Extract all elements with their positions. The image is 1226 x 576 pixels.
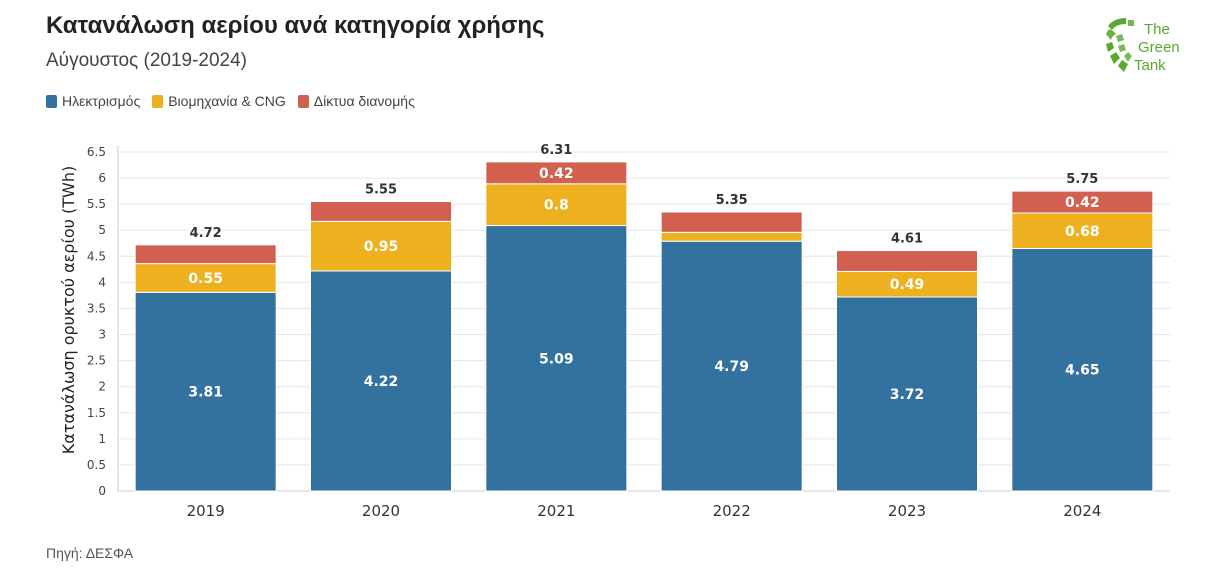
bar-segment-2023-1[interactable]	[836, 270, 978, 298]
legend: Ηλεκτρισμός Βιομηχανία & CNG Δίκτυα διαν…	[46, 93, 419, 109]
total-label: 4.61	[891, 232, 923, 247]
x-tick-label: 2020	[362, 502, 400, 520]
y-tick-label: 4	[98, 275, 106, 289]
y-axis-ticks: 0 0.5 1 1.5 2 2.5 3 3.5 4 4.5 5 5.5 6 6.5	[87, 145, 106, 498]
bar-segment-2020-0[interactable]	[310, 270, 452, 492]
y-tick-label: 3	[98, 328, 106, 342]
x-tick-label: 2021	[537, 502, 575, 520]
legend-swatch-electricity	[46, 94, 57, 108]
segment-label: 4.65	[1065, 363, 1100, 379]
chart-title: Κατανάλωση αερίου ανά κατηγορία χρήσης	[46, 12, 545, 39]
bar-segment-2019-0[interactable]	[134, 291, 277, 492]
segment-label: 0.8	[544, 198, 569, 214]
bar-segment-2019-2[interactable]	[134, 244, 277, 265]
segment-label: 0.55	[188, 271, 223, 287]
bar-segment-2023-2[interactable]	[836, 250, 978, 272]
legend-label-distribution: Δίκτυα διανομής	[313, 93, 415, 109]
total-label: 5.75	[1066, 172, 1098, 187]
y-axis-title: Κατανάλωση ορυκτού αερίου (TWh)	[59, 166, 78, 454]
x-tick-label: 2019	[187, 502, 225, 520]
y-tick-label: 4.5	[87, 249, 106, 263]
y-tick-label: 0.5	[87, 458, 106, 472]
x-tick-label: 2022	[713, 502, 751, 520]
total-label: 4.72	[190, 226, 222, 241]
bar-segment-2024-0[interactable]	[1011, 247, 1154, 492]
y-tick-label: 2	[98, 380, 106, 394]
segment-label: 0.42	[1065, 195, 1100, 211]
segment-label: 5.09	[539, 351, 574, 367]
segment-label: 0.49	[890, 277, 925, 293]
source-note: Πηγή: ΔΕΣΦΑ	[46, 545, 134, 561]
logo-text-green: Green	[1138, 39, 1180, 56]
segment-label: 3.72	[890, 387, 925, 403]
legend-label-electricity: Ηλεκτρισμός	[62, 93, 141, 109]
y-tick-label: 3.5	[87, 301, 106, 315]
logo-text-tank: Tank	[1134, 57, 1166, 74]
bar-segment-2021-2[interactable]	[485, 161, 628, 185]
y-tick-label: 6	[98, 171, 106, 185]
segment-label: 3.81	[188, 385, 223, 401]
x-tick-label: 2023	[888, 502, 926, 520]
segment-label: 0.68	[1065, 224, 1100, 240]
legend-swatch-distribution	[297, 94, 309, 108]
segment-label: 4.79	[714, 359, 749, 375]
bar-segment-2022-2[interactable]	[660, 211, 803, 233]
bar-segment-2021-0[interactable]	[485, 225, 628, 492]
legend-item-distribution[interactable]: Δίκτυα διανομής	[297, 93, 415, 109]
legend-item-electricity[interactable]: Ηλεκτρισμός	[46, 93, 140, 109]
green-tank-logo: The Green Tank	[1106, 18, 1180, 74]
logo-text-the: The	[1144, 21, 1170, 38]
y-tick-label: 1.5	[87, 406, 106, 420]
bar-segment-2022-1[interactable]	[660, 231, 803, 242]
bar-segment-2022-0[interactable]	[660, 240, 803, 492]
bar-segment-2024-1[interactable]	[1011, 212, 1154, 249]
x-axis-ticks: 2019 2020 2021 2022 2023 2024	[187, 502, 1102, 520]
bar-segment-2020-2[interactable]	[310, 201, 452, 222]
total-label: 5.55	[365, 183, 397, 198]
bar-segment-2024-2[interactable]	[1011, 190, 1154, 214]
chart-subtitle: Αύγουστος (2019-2024)	[46, 50, 248, 71]
legend-item-industry[interactable]: Βιομηχανία & CNG	[152, 93, 286, 109]
x-tick-label: 2024	[1063, 502, 1101, 520]
legend-label-industry: Βιομηχανία & CNG	[168, 93, 286, 109]
grid	[117, 146, 1170, 492]
y-tick-label: 6.5	[87, 145, 106, 159]
bar-segment-2019-1[interactable]	[134, 263, 277, 293]
logo-mark-icon	[1106, 18, 1134, 72]
segment-label: 0.42	[539, 166, 574, 182]
bars: 3.81 0.55 4.72 4.22 0.95 5.55 5.09 0.8 0.42 6.31 4…	[134, 143, 1154, 492]
bar-segment-2023-0[interactable]	[836, 296, 978, 492]
y-tick-label: 5	[98, 223, 106, 237]
total-label: 5.35	[716, 193, 748, 208]
segment-label: 4.22	[364, 374, 399, 390]
y-tick-label: 2.5	[87, 354, 106, 368]
y-tick-label: 0	[98, 484, 106, 498]
segment-label: 0.95	[364, 239, 399, 255]
y-tick-label: 1	[98, 432, 106, 446]
bar-segment-2021-1[interactable]	[485, 183, 628, 227]
total-label: 6.31	[540, 143, 572, 158]
y-tick-label: 5.5	[87, 197, 106, 211]
legend-swatch-industry	[152, 94, 164, 108]
